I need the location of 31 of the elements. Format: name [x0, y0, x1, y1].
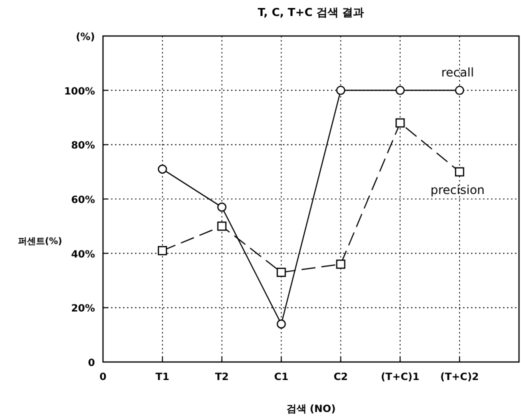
x-axis-title: 검색 (NO) — [286, 404, 336, 415]
point — [158, 246, 168, 256]
point — [276, 319, 286, 329]
point — [158, 164, 168, 174]
x-tick-label: C1 — [274, 372, 288, 383]
y-tick-label: 60% — [71, 195, 95, 206]
point — [396, 86, 405, 95]
series-label: recall — [441, 65, 474, 80]
point — [396, 118, 405, 128]
y-tick-label: 20% — [71, 304, 95, 315]
y-axis-title: 퍼센트(%) — [18, 237, 62, 247]
y-tick-label: 0 — [88, 358, 96, 369]
point — [276, 268, 286, 277]
point — [217, 222, 226, 231]
point — [217, 202, 226, 212]
y-tick-label: 80% — [71, 140, 95, 152]
y-tick-label: (%) — [76, 32, 95, 43]
series-label: precision — [430, 182, 485, 197]
point — [336, 260, 346, 269]
point — [454, 167, 464, 176]
x-tick-label: (T+C)1 — [380, 372, 420, 383]
point — [454, 86, 464, 95]
x-tick-label: (T+C)2 — [440, 372, 479, 383]
point — [336, 86, 346, 95]
x-tick-label: T2 — [214, 372, 229, 383]
x-tick-label: 0 — [100, 372, 107, 383]
x-tick-label: C2 — [334, 372, 348, 383]
y-tick-label: 40% — [71, 249, 95, 260]
chart-title: T, C, T+C 검색 결과 — [258, 6, 364, 19]
y-tick-label: 100% — [64, 86, 95, 98]
x-tick-label: T1 — [156, 372, 170, 383]
